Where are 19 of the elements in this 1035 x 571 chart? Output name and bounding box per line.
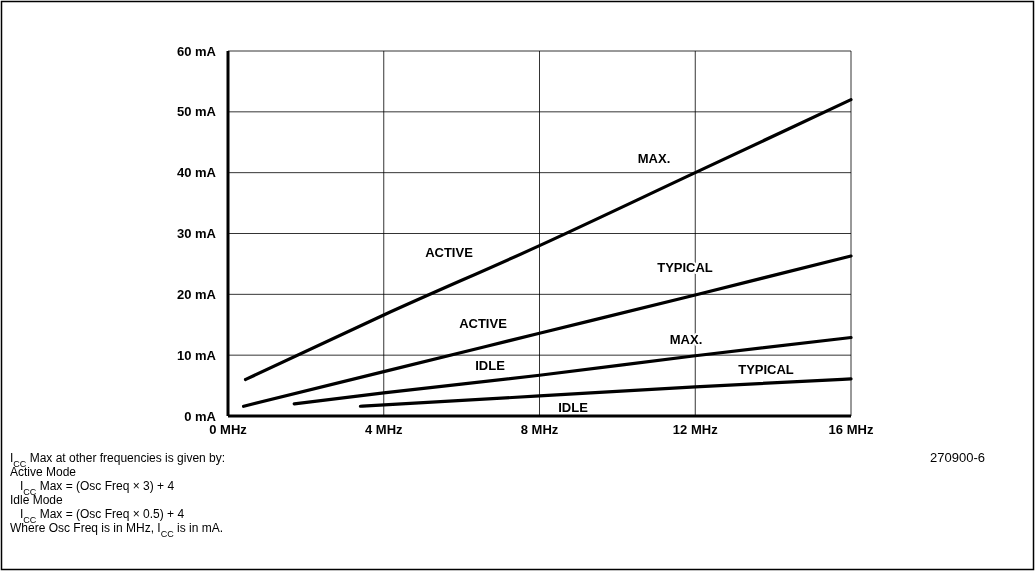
x-tick-label: 12 MHz [672,422,719,437]
x-tick-label: 4 MHz [364,422,404,437]
y-tick-label: 40 mA [176,165,217,181]
annotation: IDLE [475,357,506,373]
y-tick-label: 0 mA [184,408,217,424]
y-tick-label: 60 mA [176,43,217,59]
annotation: IDLE [558,399,589,415]
x-tick-label: 8 MHz [520,422,559,437]
y-tick-label: 20 mA [176,286,217,302]
x-tick-label: 0 MHz [209,422,248,437]
annotation: MAX. [637,150,671,166]
text: 270900-6 [930,450,985,465]
annotation: TYPICAL [738,361,794,377]
y-tick-label: 30 mA [176,226,217,242]
annotation: ACTIVE [425,244,474,260]
y-tick-label: 50 mA [176,104,217,120]
y-tick-label: 10 mA [176,347,217,363]
x-tick-label: 16 MHz [828,422,874,437]
annotation: ACTIVE [459,315,508,331]
